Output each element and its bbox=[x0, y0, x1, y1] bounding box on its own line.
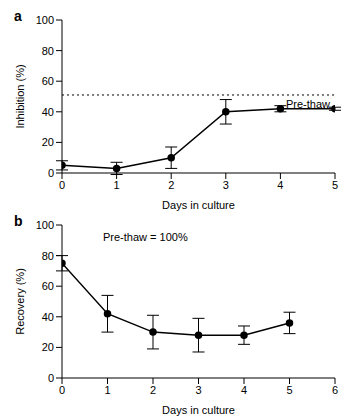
html-text:Pre-thaw = 100%: Pre-thaw = 100% bbox=[103, 231, 188, 243]
svg-text:Days in culture: Days in culture bbox=[162, 404, 235, 416]
svg-text:2: 2 bbox=[150, 384, 156, 396]
svg-text:3: 3 bbox=[223, 179, 229, 191]
svg-text:60: 60 bbox=[42, 280, 54, 292]
svg-text:6: 6 bbox=[332, 384, 338, 396]
svg-text:80: 80 bbox=[42, 45, 54, 57]
svg-text:20: 20 bbox=[42, 136, 54, 148]
svg-text:4: 4 bbox=[277, 179, 283, 191]
svg-text:100: 100 bbox=[36, 14, 54, 26]
svg-text:5: 5 bbox=[286, 384, 292, 396]
svg-text:40: 40 bbox=[42, 311, 54, 323]
svg-text:100: 100 bbox=[36, 219, 54, 231]
html-text:b: b bbox=[14, 213, 23, 229]
svg-text:0: 0 bbox=[59, 179, 65, 191]
svg-text:Recovery (%): Recovery (%) bbox=[14, 268, 26, 335]
svg-text:0: 0 bbox=[48, 372, 54, 384]
svg-text:20: 20 bbox=[42, 341, 54, 353]
svg-text:60: 60 bbox=[42, 75, 54, 87]
svg-text:0: 0 bbox=[48, 167, 54, 179]
svg-text:Pre-thaw: Pre-thaw bbox=[286, 98, 330, 110]
svg-text:4: 4 bbox=[241, 384, 247, 396]
svg-text:40: 40 bbox=[42, 106, 54, 118]
svg-text:Inhibition (%): Inhibition (%) bbox=[14, 64, 26, 128]
svg-text:0: 0 bbox=[59, 384, 65, 396]
svg-text:2: 2 bbox=[168, 179, 174, 191]
svg-text:1: 1 bbox=[104, 384, 110, 396]
html-text:a: a bbox=[14, 8, 22, 24]
svg-text:Days in culture: Days in culture bbox=[162, 199, 235, 211]
svg-text:5: 5 bbox=[332, 179, 338, 191]
svg-text:3: 3 bbox=[195, 384, 201, 396]
svg-text:1: 1 bbox=[114, 179, 120, 191]
svg-text:80: 80 bbox=[42, 250, 54, 262]
